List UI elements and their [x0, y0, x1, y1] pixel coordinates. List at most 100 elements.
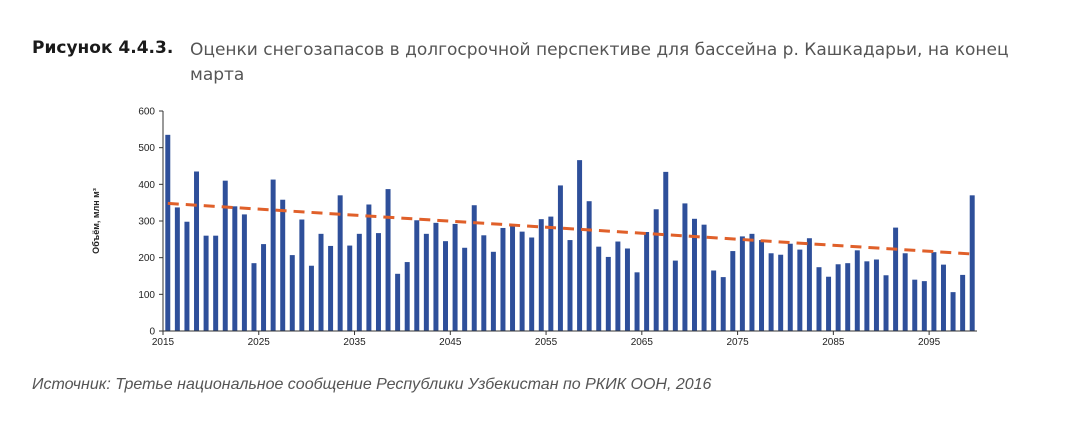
bar [720, 277, 726, 331]
bar [251, 263, 257, 331]
bar [433, 222, 439, 331]
bar [261, 244, 267, 331]
bar [471, 205, 477, 331]
bar [605, 256, 611, 331]
bar [797, 249, 803, 331]
bar [423, 233, 429, 331]
bar [308, 265, 314, 331]
bar [462, 247, 468, 331]
bar [414, 220, 420, 331]
y-tick-label: 0 [149, 327, 155, 338]
bar [519, 231, 525, 331]
x-tick-label: 2015 [152, 337, 175, 348]
y-tick-label: 100 [138, 290, 155, 301]
y-tick-label: 600 [138, 107, 155, 118]
x-tick-label: 2075 [726, 337, 749, 348]
figure-label: Рисунок 4.4.3. [32, 38, 174, 58]
y-tick-label: 400 [138, 180, 155, 191]
bar [864, 261, 870, 331]
bar [682, 203, 688, 331]
bar [816, 267, 822, 331]
bar [701, 224, 707, 331]
bar [969, 195, 975, 331]
bar [739, 236, 745, 331]
bar [960, 274, 966, 331]
bar [318, 233, 324, 331]
bar [854, 250, 860, 331]
bar [730, 251, 736, 331]
bar [165, 134, 171, 331]
bar [787, 243, 793, 331]
bar [567, 240, 573, 331]
bar [835, 264, 841, 331]
bar [213, 235, 219, 331]
bar [443, 241, 448, 331]
bar [500, 227, 506, 331]
bar [404, 262, 410, 331]
bar [663, 171, 669, 331]
bar [385, 189, 391, 331]
bar [921, 281, 927, 331]
bar [289, 255, 295, 331]
bar [270, 179, 276, 331]
bar [356, 233, 362, 331]
bar [299, 219, 305, 331]
x-tick-label: 2085 [822, 337, 845, 348]
bar [280, 199, 286, 331]
bar [749, 233, 755, 331]
bar [375, 233, 381, 331]
bar [328, 245, 334, 331]
x-tick-label: 2045 [439, 337, 462, 348]
bar [548, 216, 554, 331]
bar [902, 253, 908, 331]
bar [366, 204, 372, 331]
x-tick-label: 2065 [631, 337, 654, 348]
bar [347, 245, 353, 331]
bar [452, 223, 458, 331]
bar [557, 185, 563, 331]
bar [174, 207, 180, 331]
y-tick-label: 200 [138, 253, 155, 264]
bar [194, 171, 200, 331]
bar [538, 219, 544, 331]
bar [624, 248, 630, 331]
bar [241, 214, 247, 331]
x-tick-label: 2055 [535, 337, 558, 348]
figure-title: Оценки снегозапасов в долгосрочной персп… [190, 40, 1009, 85]
bar [912, 279, 918, 331]
bar [653, 209, 659, 331]
bar [577, 160, 583, 331]
bar [845, 263, 851, 331]
bar [203, 235, 209, 331]
bar [931, 252, 937, 331]
bar [873, 259, 879, 331]
trend-line [167, 201, 973, 256]
x-tick-label: 2025 [248, 337, 271, 348]
bar [826, 276, 832, 331]
bar [768, 253, 774, 331]
bar [395, 273, 401, 331]
bar [672, 260, 678, 331]
bar [490, 251, 496, 331]
bar [222, 180, 228, 331]
bar [940, 264, 946, 331]
bar [778, 254, 784, 331]
bar [806, 238, 812, 331]
bar [692, 218, 697, 331]
bar [529, 237, 535, 331]
bar [711, 270, 717, 331]
source-note: Источник: Третье национальное сообщение … [32, 376, 712, 393]
bar [634, 272, 640, 331]
bar [232, 206, 238, 331]
y-tick-label: 500 [138, 143, 155, 154]
y-tick-label: 300 [138, 217, 155, 228]
bar [759, 240, 765, 331]
bar [883, 275, 889, 331]
bar [615, 241, 621, 331]
bar [596, 246, 602, 331]
x-tick-label: 2035 [343, 337, 366, 348]
bar [481, 235, 487, 331]
bar [337, 195, 343, 331]
bar [644, 232, 650, 331]
